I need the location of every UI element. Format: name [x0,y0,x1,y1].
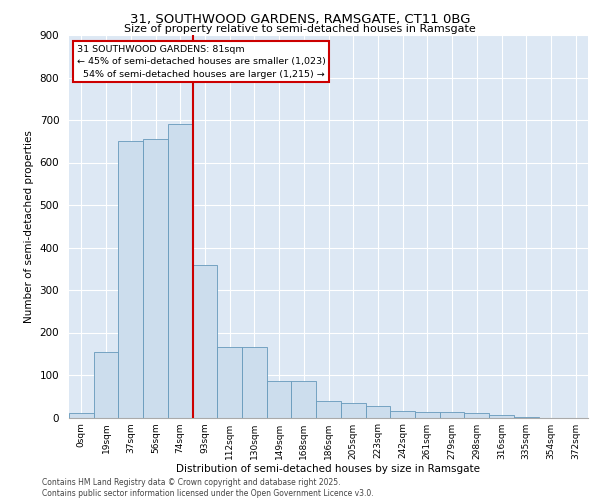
Bar [217,348,242,418]
Bar [464,413,489,418]
Bar [514,416,539,418]
Text: Contains HM Land Registry data © Crown copyright and database right 2025.
Contai: Contains HM Land Registry data © Crown c… [42,478,374,498]
Text: Size of property relative to semi-detached houses in Ramsgate: Size of property relative to semi-detach… [124,24,476,34]
Bar [168,124,193,418]
Bar [118,141,143,417]
X-axis label: Distribution of semi-detached houses by size in Ramsgate: Distribution of semi-detached houses by … [176,464,481,474]
Bar [193,264,217,418]
Bar [292,382,316,418]
Bar [341,402,365,417]
Text: 31 SOUTHWOOD GARDENS: 81sqm
← 45% of semi-detached houses are smaller (1,023)
  : 31 SOUTHWOOD GARDENS: 81sqm ← 45% of sem… [77,44,326,78]
Text: 31, SOUTHWOOD GARDENS, RAMSGATE, CT11 0BG: 31, SOUTHWOOD GARDENS, RAMSGATE, CT11 0B… [130,12,470,26]
Bar [69,413,94,418]
Bar [489,416,514,418]
Bar [415,412,440,418]
Bar [143,139,168,417]
Bar [316,400,341,417]
Bar [440,412,464,418]
Bar [267,382,292,418]
Bar [365,406,390,417]
Bar [242,348,267,418]
Bar [390,411,415,418]
Bar [94,352,118,418]
Y-axis label: Number of semi-detached properties: Number of semi-detached properties [24,130,34,322]
